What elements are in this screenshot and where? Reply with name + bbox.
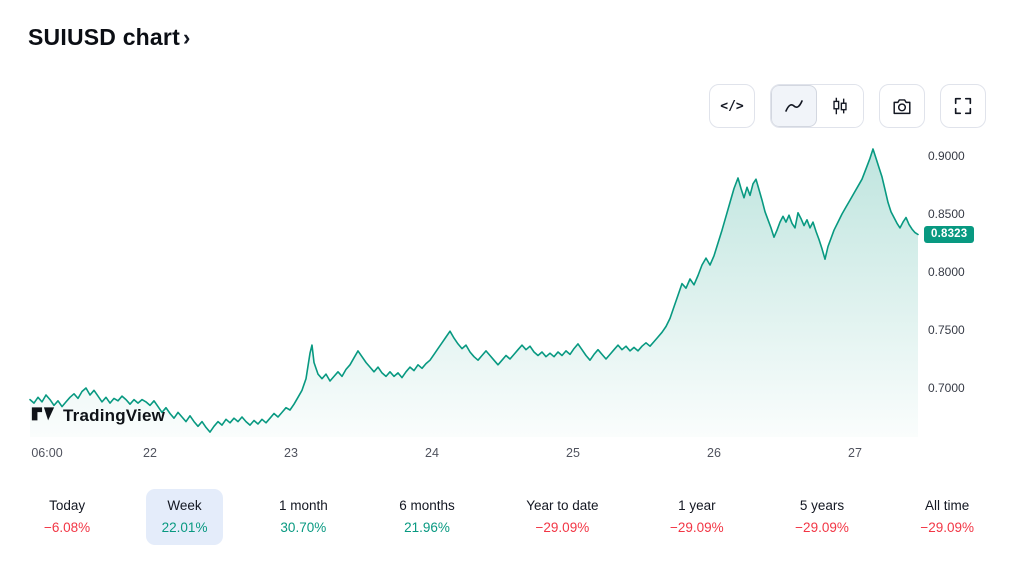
y-tick: 0.8500	[928, 207, 965, 221]
range-change: −29.09%	[670, 520, 724, 535]
x-tick: 26	[707, 446, 721, 460]
range-tab-1-month[interactable]: 1 month 30.70%	[278, 498, 328, 535]
candlestick-icon	[829, 95, 851, 117]
tradingview-logo-icon	[30, 402, 56, 429]
range-change: −29.09%	[795, 520, 849, 535]
range-tab-week[interactable]: Week 22.01%	[145, 489, 224, 545]
y-tick: 0.8000	[928, 265, 965, 279]
tradingview-watermark[interactable]: TradingView	[30, 402, 165, 429]
source-code-button[interactable]: </>	[709, 84, 755, 128]
x-tick: 25	[566, 446, 580, 460]
y-tick: 0.7000	[928, 381, 965, 395]
symbol-title: SUIUSD chart	[28, 24, 180, 50]
area-chart-icon	[783, 95, 805, 117]
watermark-label: TradingView	[63, 405, 166, 425]
x-tick: 24	[425, 446, 439, 460]
current-price-badge: 0.8323	[924, 226, 975, 243]
range-tab-1-year[interactable]: 1 year −29.09%	[670, 498, 724, 535]
chevron-right-icon: ›	[182, 24, 191, 50]
y-tick: 0.7500	[928, 323, 965, 337]
x-tick: 23	[284, 446, 298, 460]
x-tick: 22	[143, 446, 157, 460]
fullscreen-button[interactable]	[940, 84, 986, 128]
range-tab-5-years[interactable]: 5 years −29.09%	[795, 498, 849, 535]
candles-chart-button[interactable]	[817, 85, 863, 127]
range-tab-year-to-date[interactable]: Year to date −29.09%	[526, 498, 599, 535]
x-tick: 06:00	[31, 446, 63, 460]
fullscreen-icon	[952, 95, 974, 117]
code-icon: </>	[720, 98, 744, 114]
price-chart[interactable]	[28, 140, 918, 440]
range-change: 30.70%	[280, 520, 327, 535]
range-change: −29.09%	[535, 520, 590, 535]
range-change: −29.09%	[920, 520, 974, 535]
range-change: 21.96%	[404, 520, 450, 535]
range-tab-6-months[interactable]: 6 months 21.96%	[399, 498, 455, 535]
page-title[interactable]: SUIUSD chart ›	[28, 24, 190, 51]
range-tabs: Today −6.08% Week 22.01% 1 month 30.70% …	[28, 489, 990, 545]
snapshot-button[interactable]	[879, 84, 925, 128]
chart-toolbar: </>	[709, 84, 986, 128]
chart-type-group	[770, 84, 864, 128]
range-tab-all-time[interactable]: All time −29.09%	[920, 498, 974, 535]
range-change: −6.08%	[44, 520, 91, 535]
area-chart-button[interactable]	[771, 85, 817, 127]
x-tick: 27	[848, 446, 862, 460]
range-tab-today[interactable]: Today −6.08%	[44, 498, 91, 535]
range-change: 22.01%	[161, 520, 208, 535]
y-tick: 0.9000	[928, 149, 965, 163]
camera-icon	[891, 95, 913, 117]
